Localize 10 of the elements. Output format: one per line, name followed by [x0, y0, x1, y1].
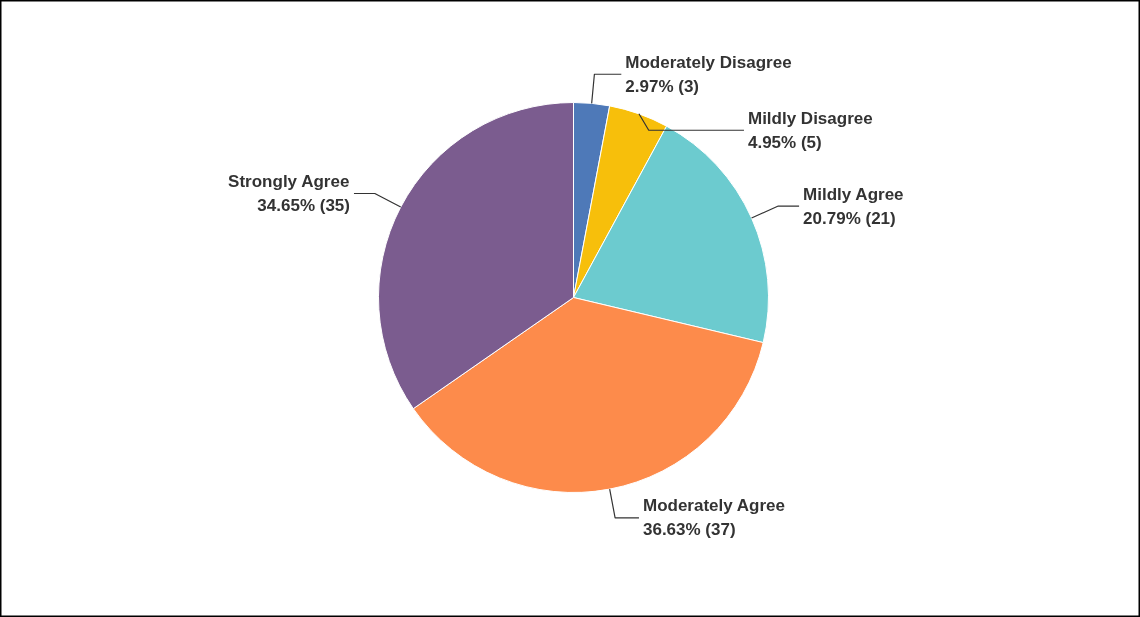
- data-label: 36.63% (37): [642, 520, 736, 540]
- data-label: 4.95% (5): [747, 132, 822, 152]
- data-label: 2.97% (3): [625, 76, 700, 96]
- data-label: 34.65% (35): [257, 196, 350, 216]
- slice-label: Strongly Agree: [228, 172, 350, 192]
- data-label: 20.79% (21): [803, 208, 896, 228]
- slice-label: Moderately Disagree: [625, 52, 792, 72]
- slice-label: Mildly Agree: [803, 184, 904, 204]
- slice-label: Moderately Agree: [642, 496, 786, 516]
- slice-label: Mildly Disagree: [747, 108, 873, 128]
